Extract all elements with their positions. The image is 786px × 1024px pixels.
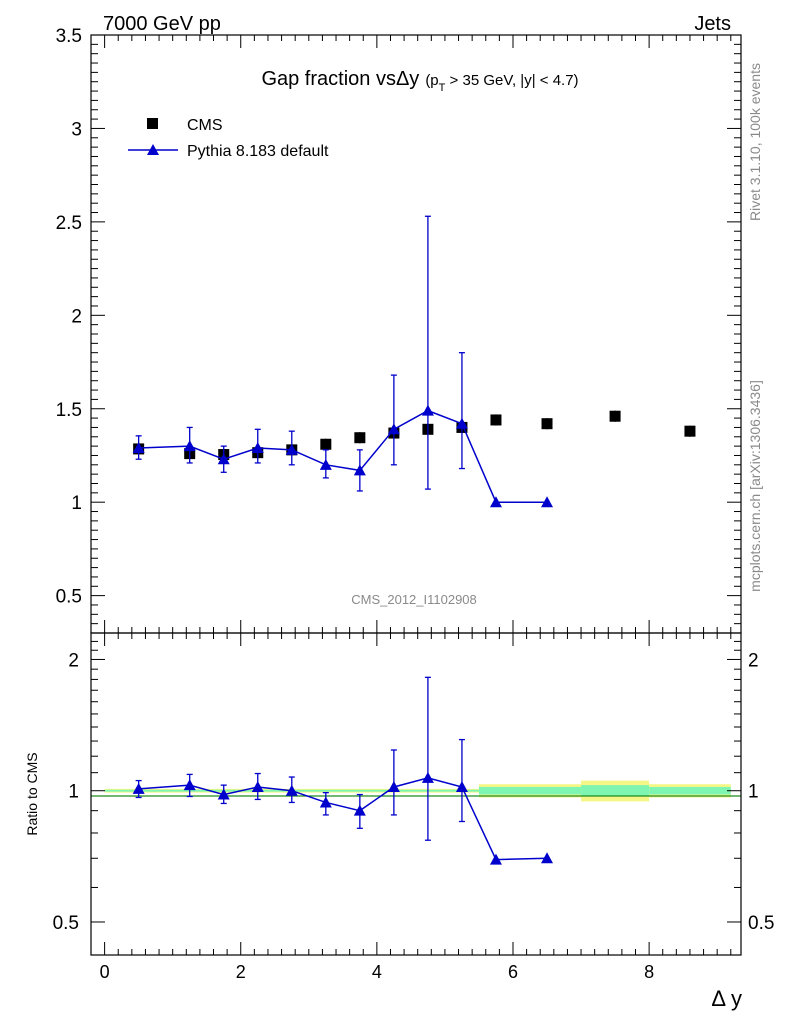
header-right: Jets (694, 13, 731, 35)
main-y-tick-label: 2.5 (56, 213, 82, 234)
title-cut-open: (p (425, 72, 438, 89)
ratio-y-tick-label-right: 1 (748, 782, 759, 803)
ratio-y-tick-label-left: 2 (68, 650, 79, 671)
cms-point (610, 411, 621, 422)
x-tick-label: 6 (508, 962, 518, 982)
cms-point (354, 432, 365, 443)
analysis-id: CMS_2012_I1102908 (351, 592, 477, 607)
legend-label-pythia: Pythia 8.183 default (187, 143, 329, 160)
x-tick-label: 0 (100, 962, 110, 982)
main-y-tick-label: 2 (71, 306, 82, 327)
x-axis-label: Δ y (711, 986, 742, 1011)
band-inner (581, 785, 649, 796)
main-y-tick-label: 3 (71, 119, 82, 140)
title-main: Gap fraction vsΔy (261, 68, 419, 90)
rivet-label: Rivet 3.1.10, 100k events (747, 63, 763, 221)
ratio-ylabel: Ratio to CMS (24, 752, 40, 835)
legend-cms-marker (147, 118, 158, 129)
band-inner (513, 787, 581, 795)
mcplots-label: mcplots.cern.ch [arXiv:1306.3436] (747, 380, 763, 592)
x-tick-label: 4 (372, 962, 382, 982)
x-tick-label: 8 (644, 962, 654, 982)
ratio-y-tick-label-right: 0.5 (748, 913, 774, 934)
cms-point (490, 414, 501, 425)
plot-canvas: 7000 GeV pp Jets Gap fraction vsΔy (pT > … (0, 0, 786, 1024)
main-y-tick-label: 0.5 (56, 587, 82, 608)
legend-label-cms: CMS (187, 117, 223, 134)
cms-point (684, 426, 695, 437)
main-y-tick-label: 1.5 (56, 400, 82, 421)
band-inner (479, 787, 513, 795)
ratio-y-tick-label-left: 0.5 (53, 913, 79, 934)
cms-point (320, 439, 331, 450)
band-inner (649, 787, 731, 795)
main-y-tick-label: 1 (71, 493, 82, 514)
main-y-tick-label: 3.5 (56, 26, 82, 47)
ratio-y-tick-label-right: 2 (748, 650, 759, 671)
title-cut-rest: > 35 GeV, |y| < 4.7) (445, 72, 578, 89)
ratio-y-tick-label-left: 1 (68, 782, 79, 803)
header-left: 7000 GeV pp (103, 13, 221, 35)
x-tick-label: 2 (236, 962, 246, 982)
cms-point (542, 418, 553, 429)
